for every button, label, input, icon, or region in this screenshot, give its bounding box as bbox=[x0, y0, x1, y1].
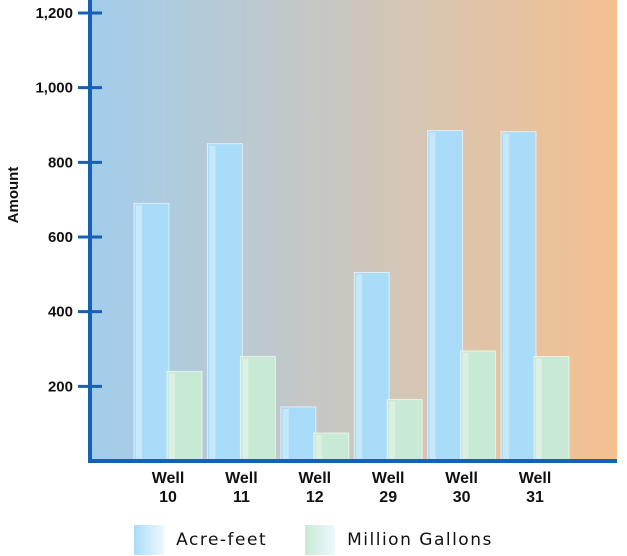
x-tick-label: 12 bbox=[306, 489, 324, 506]
x-labels-group: Well 10 Well 11 Well 12 Well 29 Well 30 Well 31 bbox=[152, 470, 552, 506]
x-tick-label: Well bbox=[152, 470, 185, 487]
legend-label-million-gallons: Million Gallons bbox=[347, 530, 493, 550]
y-tick-label: 1,200 bbox=[35, 5, 73, 22]
x-tick-label: 11 bbox=[233, 489, 250, 506]
bar-highlight bbox=[389, 401, 395, 459]
legend-swatch-acre-feet bbox=[134, 525, 164, 555]
x-tick-label: 31 bbox=[526, 489, 544, 506]
x-tick-label: 10 bbox=[159, 489, 177, 506]
bar-highlight bbox=[136, 205, 142, 459]
bar-highlight bbox=[242, 359, 248, 460]
legend-swatch-million-gallons bbox=[305, 525, 335, 555]
y-tick-label: 600 bbox=[48, 229, 73, 246]
y-tick-label: 800 bbox=[48, 154, 73, 171]
y-axis-label: Amount bbox=[5, 167, 22, 224]
legend-label-acre-feet: Acre-feet bbox=[176, 530, 267, 550]
y-tick-label: 400 bbox=[48, 304, 73, 321]
legend: Acre-feet Million Gallons bbox=[0, 524, 627, 556]
x-tick-label: Well bbox=[225, 470, 258, 487]
bar-highlight bbox=[169, 373, 175, 459]
legend-item-acre-feet: Acre-feet bbox=[134, 525, 267, 555]
bar-highlight bbox=[209, 146, 215, 459]
x-tick-label: 29 bbox=[379, 489, 397, 506]
legend-item-million-gallons: Million Gallons bbox=[305, 525, 493, 555]
bar-highlight bbox=[536, 359, 542, 460]
bar-highlight bbox=[463, 353, 469, 459]
x-tick-label: Well bbox=[445, 470, 478, 487]
bar-highlight bbox=[356, 275, 362, 460]
bar-highlight bbox=[430, 133, 436, 459]
x-tick-label: 30 bbox=[453, 489, 471, 506]
x-tick-label: Well bbox=[372, 470, 405, 487]
bar-highlight bbox=[283, 409, 289, 459]
bar-highlight bbox=[316, 435, 322, 459]
y-tick-label: 1,000 bbox=[35, 80, 73, 97]
bar-highlight bbox=[503, 134, 509, 459]
x-tick-label: Well bbox=[519, 470, 552, 487]
y-tick-label: 200 bbox=[48, 378, 73, 395]
x-tick-label: Well bbox=[298, 470, 331, 487]
